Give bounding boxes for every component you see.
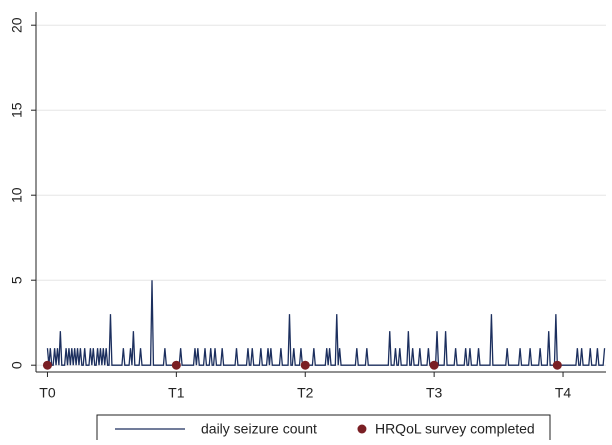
y-tick-label: 10 — [9, 187, 25, 203]
legend: daily seizure count HRQoL survey complete… — [96, 414, 551, 444]
x-tick-label: T3 — [426, 385, 443, 401]
legend-swatch — [357, 424, 367, 434]
survey-marker — [552, 360, 562, 370]
x-tick-label: T4 — [555, 385, 572, 401]
x-tick-label: T2 — [297, 385, 314, 401]
survey-marker — [171, 360, 181, 370]
survey-marker — [42, 360, 52, 370]
survey-marker — [300, 360, 310, 370]
y-tick-label: 5 — [9, 276, 25, 284]
y-tick-label: 0 — [9, 361, 25, 369]
legend-label: daily seizure count — [201, 421, 317, 437]
seizure-line — [46, 280, 606, 366]
legend-label: HRQoL survey completed — [375, 421, 535, 437]
y-tick-label: 20 — [9, 17, 25, 33]
y-tick-label: 15 — [9, 102, 25, 118]
x-tick-label: T0 — [39, 385, 56, 401]
survey-marker — [429, 360, 439, 370]
x-tick-label: T1 — [168, 385, 185, 401]
